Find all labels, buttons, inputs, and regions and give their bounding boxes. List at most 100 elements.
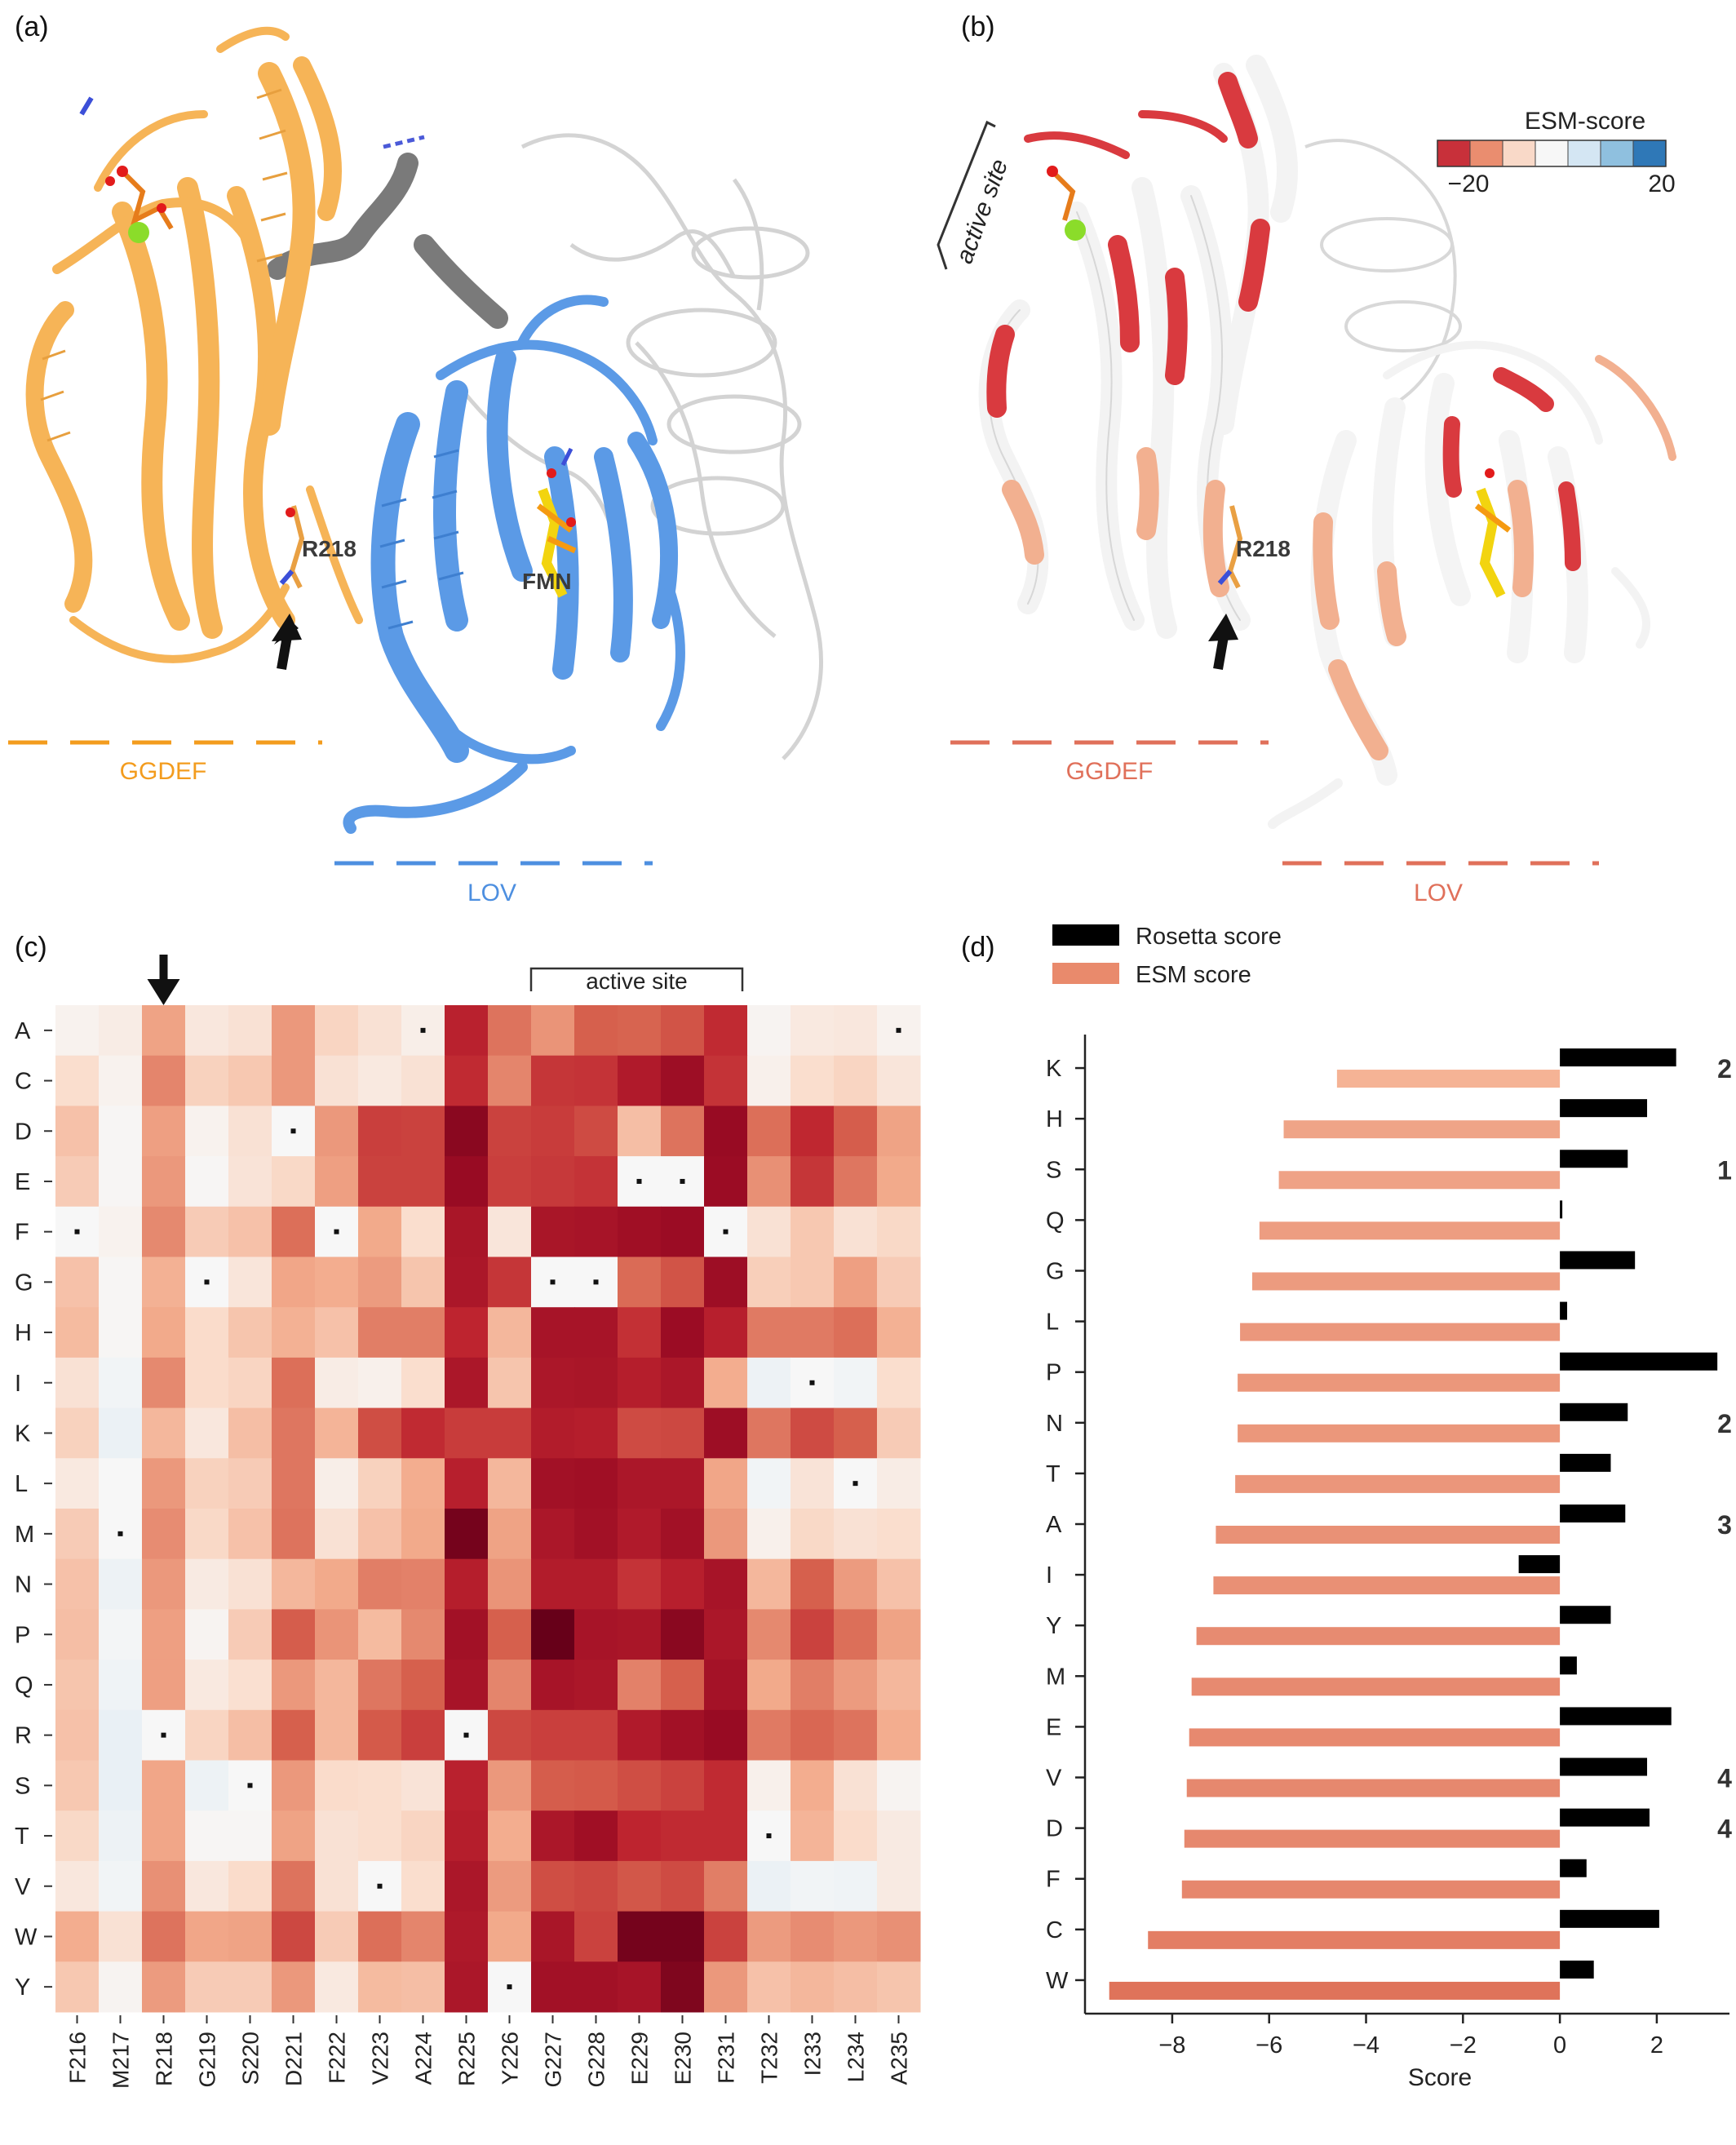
heatmap-cell-C-I233 — [790, 1055, 835, 1106]
heatmap-cell-I-R218 — [142, 1357, 186, 1409]
side-chain-stick — [79, 96, 94, 116]
rosetta-bar-C — [1560, 1909, 1659, 1928]
heatmap-cell-I-S220 — [228, 1357, 272, 1409]
heatmap-cell-G-R225 — [445, 1256, 489, 1308]
legend: Rosetta score ESM score — [1052, 924, 1282, 988]
heatmap-cell-R-G219 — [185, 1709, 229, 1761]
heatmap-cell-V-R218 — [142, 1860, 186, 1912]
x-tick-label-D221: D221 — [281, 2032, 307, 2086]
annotation-A: 3 — [1717, 1510, 1732, 1540]
heatmap-cell-D-F231 — [704, 1106, 748, 1157]
wildtype-marker-F231 — [723, 1229, 728, 1234]
heatmap-cell-V-G219 — [185, 1860, 229, 1912]
x-tick-label-E229: E229 — [627, 2032, 653, 2085]
linker-dashed-gap — [383, 135, 425, 149]
heatmap-cell-H-G227 — [531, 1307, 575, 1358]
heatmap-cell-C-G227 — [531, 1055, 575, 1106]
heatmap-cell-L-E229 — [618, 1458, 662, 1509]
heatmap-cell-S-A235 — [877, 1760, 921, 1811]
heatmap-cell-R-F222 — [315, 1709, 359, 1761]
y-tick-label-I: I — [1046, 1562, 1052, 1589]
heatmap-cell-F-E229 — [618, 1206, 662, 1257]
heatmap-cell-N-G219 — [185, 1558, 229, 1610]
heatmap-cell-G-V223 — [358, 1256, 402, 1308]
heatmap-cell-E-F216 — [55, 1156, 100, 1208]
esm-bar-K — [1336, 1070, 1561, 1088]
heatmap-cell-I-G227 — [531, 1357, 575, 1409]
colorbar-frame — [1437, 140, 1667, 167]
x-tick-label-S220: S220 — [238, 2032, 264, 2085]
heatmap-cell-W-G227 — [531, 1911, 575, 1962]
heatmap-cell-Y-I233 — [790, 1961, 835, 2013]
heatmap-cell-S-G227 — [531, 1760, 575, 1811]
wildtype-marker-L234 — [852, 1481, 858, 1487]
heatmap-cell-E-F222 — [315, 1156, 359, 1208]
heatmap-cell-Q-G227 — [531, 1660, 575, 1711]
heatmap-cell-A-G227 — [531, 1005, 575, 1057]
heatmap-cell-N-R225 — [445, 1558, 489, 1610]
heatmap-cell-Y-V223 — [358, 1961, 402, 2013]
annotations: 2 1 2 3 4 4 — [1717, 1054, 1732, 1844]
heatmap-cell-C-F216 — [55, 1055, 100, 1106]
x-tick-label--8: −8 — [1158, 2032, 1185, 2059]
heatmap-cell-I-F222 — [315, 1357, 359, 1409]
panel-a-label: (a) — [15, 11, 49, 42]
heatmap-cell-S-V223 — [358, 1760, 402, 1811]
heatmap-cell-E-G228 — [574, 1156, 618, 1208]
heatmap-cell-H-F231 — [704, 1307, 748, 1358]
x-axis-label: Score — [1408, 2064, 1472, 2091]
heatmap-cell-H-F216 — [55, 1307, 100, 1358]
heatmap-cell-Q-A235 — [877, 1660, 921, 1711]
heatmap-cell-I-V223 — [358, 1357, 402, 1409]
heatmap-cell-N-Y226 — [488, 1558, 532, 1610]
heatmap-cell-R-M217 — [99, 1709, 143, 1761]
heatmap-cell-Q-T232 — [747, 1660, 791, 1711]
rosetta-bar-Q — [1560, 1200, 1563, 1219]
heatmap-cell-V-A224 — [401, 1860, 445, 1912]
heatmap-cell-E-R225 — [445, 1156, 489, 1208]
heatmap-cell-A-G219 — [185, 1005, 229, 1057]
heatmap-cell-M-F231 — [704, 1509, 748, 1560]
heatmap-cell-N-L234 — [834, 1558, 878, 1610]
heatmap-cell-P-A224 — [401, 1609, 445, 1660]
heatmap-cell-M-I233 — [790, 1509, 835, 1560]
heatmap-cell-M-A235 — [877, 1509, 921, 1560]
heatmap-cell-F-A235 — [877, 1206, 921, 1257]
wildtype-marker-S220 — [247, 1783, 253, 1788]
x-tick-label-G219: G219 — [195, 2032, 220, 2088]
esm-bar-M — [1191, 1677, 1561, 1696]
x-tick-label-A235: A235 — [887, 2032, 912, 2085]
y-tick-label-G: G — [1046, 1258, 1065, 1284]
heatmap-cell-L-R218 — [142, 1458, 186, 1509]
heatmap-cell-C-E229 — [618, 1055, 662, 1106]
heatmap-cell-H-R218 — [142, 1307, 186, 1358]
heatmap-cell-K-F231 — [704, 1407, 748, 1459]
heatmap-cell-W-F231 — [704, 1911, 748, 1962]
heatmap-cell-R-V223 — [358, 1709, 402, 1761]
lov-label-b: LOV — [1414, 880, 1463, 906]
heatmap-cell-W-G219 — [185, 1911, 229, 1962]
y-tick-label-Q: Q — [1046, 1208, 1065, 1234]
heatmap-cell-I-T232 — [747, 1357, 791, 1409]
heatmap-cell-W-F216 — [55, 1911, 100, 1962]
heatmap-cell-H-A224 — [401, 1307, 445, 1358]
heatmap-cell-F-R225 — [445, 1206, 489, 1257]
heatmap-cell-C-F231 — [704, 1055, 748, 1106]
heatmap-cell-D-G227 — [531, 1106, 575, 1157]
heatmap-cell-W-R218 — [142, 1911, 186, 1962]
heatmap-cell-M-T232 — [747, 1509, 791, 1560]
heatmap-cell-T-F216 — [55, 1810, 100, 1862]
r218-side-chain — [279, 505, 305, 589]
heatmap-cell-C-G228 — [574, 1055, 618, 1106]
heatmap-cell-E-I233 — [790, 1156, 835, 1208]
heatmap-cell-I-Y226 — [488, 1357, 532, 1409]
y-tick-label-G: G — [15, 1270, 33, 1296]
heatmap-cell-S-T232 — [747, 1760, 791, 1811]
x-tick-label-R225: R225 — [454, 2032, 480, 2086]
heatmap-cell-D-F222 — [315, 1106, 359, 1157]
heatmap-cell-S-G228 — [574, 1760, 618, 1811]
heatmap-cell-N-R218 — [142, 1558, 186, 1610]
heatmap-cell-M-E229 — [618, 1509, 662, 1560]
heatmap-cell-Y-G219 — [185, 1961, 229, 2013]
wildtype-markers — [74, 1027, 901, 1990]
